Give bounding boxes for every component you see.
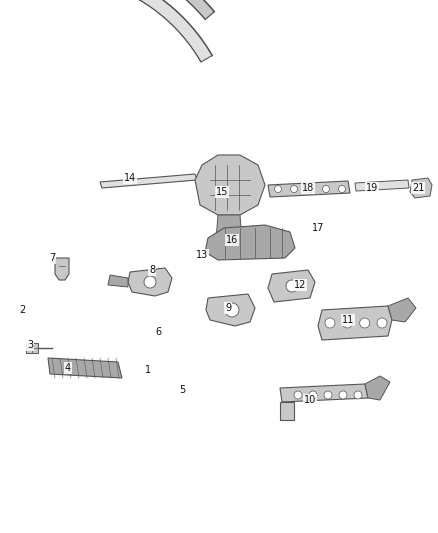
- Polygon shape: [216, 215, 242, 240]
- Polygon shape: [205, 225, 295, 260]
- Polygon shape: [268, 270, 315, 302]
- Polygon shape: [0, 0, 215, 131]
- Text: 19: 19: [366, 183, 378, 193]
- Text: 8: 8: [149, 265, 155, 275]
- Polygon shape: [0, 0, 212, 67]
- Polygon shape: [388, 298, 416, 322]
- Text: 11: 11: [342, 315, 354, 325]
- Text: 3: 3: [27, 340, 33, 350]
- Text: 21: 21: [412, 183, 424, 193]
- Text: 14: 14: [124, 173, 136, 183]
- Circle shape: [324, 391, 332, 399]
- Circle shape: [290, 185, 297, 192]
- Polygon shape: [48, 358, 122, 378]
- Circle shape: [322, 185, 329, 192]
- Polygon shape: [268, 181, 350, 197]
- Circle shape: [307, 185, 314, 192]
- Polygon shape: [318, 306, 392, 340]
- Polygon shape: [280, 384, 368, 402]
- Circle shape: [144, 276, 156, 288]
- Circle shape: [339, 391, 347, 399]
- Circle shape: [275, 185, 282, 192]
- Polygon shape: [195, 155, 265, 215]
- Text: 17: 17: [312, 223, 324, 233]
- Text: 7: 7: [49, 253, 55, 263]
- Circle shape: [360, 318, 370, 328]
- Circle shape: [309, 391, 317, 399]
- Circle shape: [377, 318, 387, 328]
- Text: 9: 9: [225, 303, 231, 313]
- Circle shape: [343, 318, 352, 328]
- Polygon shape: [280, 402, 294, 420]
- Polygon shape: [410, 178, 432, 198]
- Circle shape: [225, 303, 239, 317]
- Text: 4: 4: [65, 363, 71, 373]
- Text: 1: 1: [145, 365, 151, 375]
- Text: 10: 10: [304, 395, 316, 405]
- Polygon shape: [128, 268, 172, 296]
- Circle shape: [354, 391, 362, 399]
- Circle shape: [294, 391, 302, 399]
- Polygon shape: [0, 0, 269, 209]
- Polygon shape: [108, 275, 128, 287]
- Text: 13: 13: [196, 250, 208, 260]
- Polygon shape: [355, 180, 409, 191]
- Polygon shape: [55, 258, 69, 280]
- Text: 18: 18: [302, 183, 314, 193]
- Text: 2: 2: [19, 305, 25, 315]
- Text: 15: 15: [216, 187, 228, 197]
- Circle shape: [325, 318, 335, 328]
- Polygon shape: [0, 0, 227, 169]
- Polygon shape: [365, 376, 390, 400]
- Text: 16: 16: [226, 235, 238, 245]
- Text: 5: 5: [179, 385, 185, 395]
- Bar: [26, 343, 38, 353]
- Polygon shape: [206, 294, 255, 326]
- Text: 6: 6: [155, 327, 161, 337]
- Polygon shape: [100, 174, 197, 188]
- Circle shape: [339, 185, 346, 192]
- Text: 12: 12: [294, 280, 306, 290]
- Circle shape: [286, 280, 298, 292]
